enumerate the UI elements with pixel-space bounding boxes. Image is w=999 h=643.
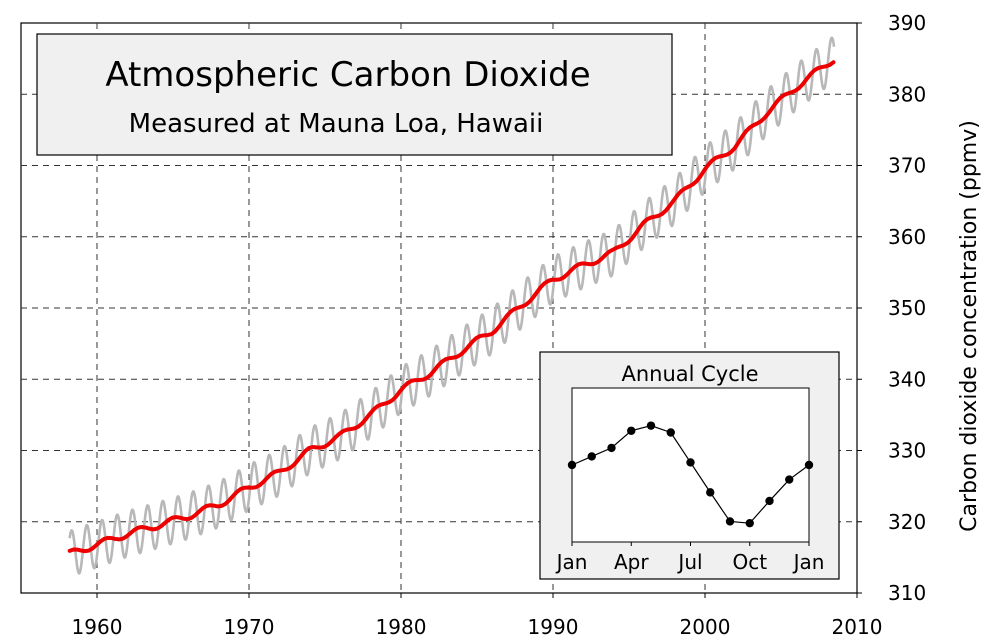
x-tick-label: 1970 xyxy=(224,615,275,639)
y-tick-label: 330 xyxy=(888,439,926,463)
annual-cycle-point xyxy=(627,426,636,435)
annual-cycle-point xyxy=(607,443,616,453)
annual-cycle-point xyxy=(587,452,596,461)
inset-x-ticks: Jan Apr Jul Oct Jan xyxy=(555,542,825,574)
annual-cycle-point xyxy=(706,488,715,497)
annual-cycle-point xyxy=(765,496,774,506)
x-tick-label: 1990 xyxy=(528,615,579,639)
chart-subtitle: Measured at Mauna Loa, Hawaii xyxy=(129,109,544,139)
y-tick-label: 320 xyxy=(888,510,926,534)
inset-annual-cycle: Annual Cycle Jan Apr Jul Oct Jan xyxy=(539,351,840,580)
annual-cycle-point xyxy=(646,421,656,430)
inset-tick-label: Jan xyxy=(555,550,588,574)
x-tick-label: 2010 xyxy=(832,615,883,639)
y-tick-label: 340 xyxy=(888,367,926,391)
y-tick-label: 360 xyxy=(888,225,926,249)
inset-tick-label: Oct xyxy=(732,550,767,574)
chart-title: Atmospheric Carbon Dioxide xyxy=(105,55,590,95)
trend-series-line xyxy=(67,60,836,554)
x-axis-ticks: 1960 1970 1980 1990 2000 2010 xyxy=(72,593,883,639)
annual-cycle-point xyxy=(785,475,794,484)
inset-series xyxy=(567,421,814,528)
inset-title: Annual Cycle xyxy=(621,362,758,386)
annual-cycle-point xyxy=(725,517,735,526)
y-axis-title: Carbon dioxide concentration (ppmv) xyxy=(957,120,982,532)
inset-tick-label: Apr xyxy=(614,550,649,574)
y-tick-label: 390 xyxy=(888,11,926,35)
y-tick-label: 380 xyxy=(888,82,926,106)
annual-cycle-point xyxy=(745,518,754,528)
y-tick-label: 350 xyxy=(888,296,926,320)
y-tick-label: 310 xyxy=(888,581,926,605)
title-box: Atmospheric Carbon Dioxide Measured at M… xyxy=(36,33,673,156)
x-tick-label: 1980 xyxy=(376,615,427,639)
x-tick-label: 1960 xyxy=(72,615,123,639)
annual-cycle-point xyxy=(666,428,675,437)
annual-cycle-point xyxy=(686,458,695,467)
y-axis-ticks: 310 320 330 340 350 360 370 380 390 xyxy=(857,11,926,605)
inset-tick-label: Jan xyxy=(792,550,825,574)
x-tick-label: 2000 xyxy=(680,615,731,639)
series-layer xyxy=(67,36,836,575)
inset-tick-label: Jul xyxy=(676,550,702,574)
y-tick-label: 370 xyxy=(888,154,926,178)
annual-cycle-point xyxy=(567,460,577,470)
annual-cycle-point xyxy=(804,460,814,470)
